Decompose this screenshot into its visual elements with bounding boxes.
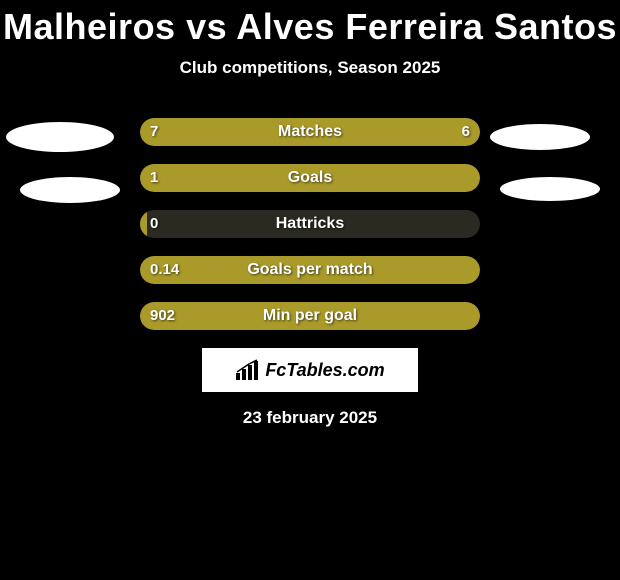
bar-fill — [140, 256, 480, 284]
logo-chart-icon — [235, 359, 261, 381]
player-silhouette — [490, 124, 590, 150]
stat-row: 0.14Goals per match — [0, 256, 620, 284]
bar-track — [140, 256, 480, 284]
player-silhouette — [6, 122, 114, 152]
logo-box: FcTables.com — [202, 348, 418, 392]
bar-fill — [140, 210, 147, 238]
logo-text: FcTables.com — [265, 360, 384, 381]
bar-fill — [140, 164, 480, 192]
stat-row: 0Hattricks — [0, 210, 620, 238]
bar-fill — [140, 118, 480, 146]
bar-track — [140, 164, 480, 192]
comparison-chart: 7Matches61Goals0Hattricks0.14Goals per m… — [0, 118, 620, 330]
bar-track — [140, 118, 480, 146]
date-label: 23 february 2025 — [0, 408, 620, 428]
player-silhouette — [20, 177, 120, 203]
page-title: Malheiros vs Alves Ferreira Santos — [0, 0, 620, 48]
bar-track — [140, 302, 480, 330]
bar-track — [140, 210, 480, 238]
player-silhouette — [500, 177, 600, 201]
stat-row: 902Min per goal — [0, 302, 620, 330]
bar-fill — [140, 302, 480, 330]
page-subtitle: Club competitions, Season 2025 — [0, 58, 620, 78]
